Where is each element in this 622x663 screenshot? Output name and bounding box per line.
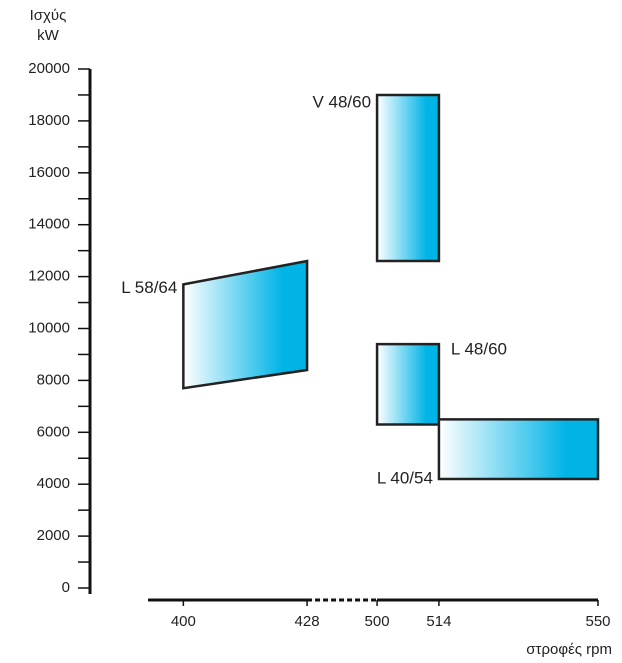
x-tick-label: 428 xyxy=(295,613,320,630)
y-axis-label: Ισχύς xyxy=(30,7,67,24)
series-label: L 48/60 xyxy=(451,340,507,359)
series-label: L 40/54 xyxy=(377,468,433,487)
y-axis-unit: kW xyxy=(37,27,60,44)
x-axis-label: στροφές rpm xyxy=(526,641,612,658)
x-tick-label: 514 xyxy=(426,613,451,630)
y-tick-label: 14000 xyxy=(28,216,70,233)
engine-range xyxy=(182,259,309,390)
y-tick-label: 12000 xyxy=(28,268,70,285)
y-tick-label: 18000 xyxy=(28,112,70,129)
x-tick-label: 400 xyxy=(171,613,196,630)
x-tick-label: 550 xyxy=(585,613,610,630)
series-label: L 58/64 xyxy=(121,278,177,297)
y-tick-label: 0 xyxy=(62,579,70,596)
y-tick-label: 10000 xyxy=(28,319,70,336)
x-tick-label: 500 xyxy=(365,613,390,630)
y-tick-label: 6000 xyxy=(37,423,70,440)
engine-range xyxy=(437,418,600,481)
y-tick-label: 20000 xyxy=(28,60,70,77)
engine-range xyxy=(375,93,441,263)
y-tick-label: 16000 xyxy=(28,164,70,181)
y-tick-label: 4000 xyxy=(37,475,70,492)
y-tick-label: 2000 xyxy=(37,527,70,544)
y-tick-label: 8000 xyxy=(37,371,70,388)
series-label: V 48/60 xyxy=(312,92,371,111)
engine-range xyxy=(375,342,441,426)
